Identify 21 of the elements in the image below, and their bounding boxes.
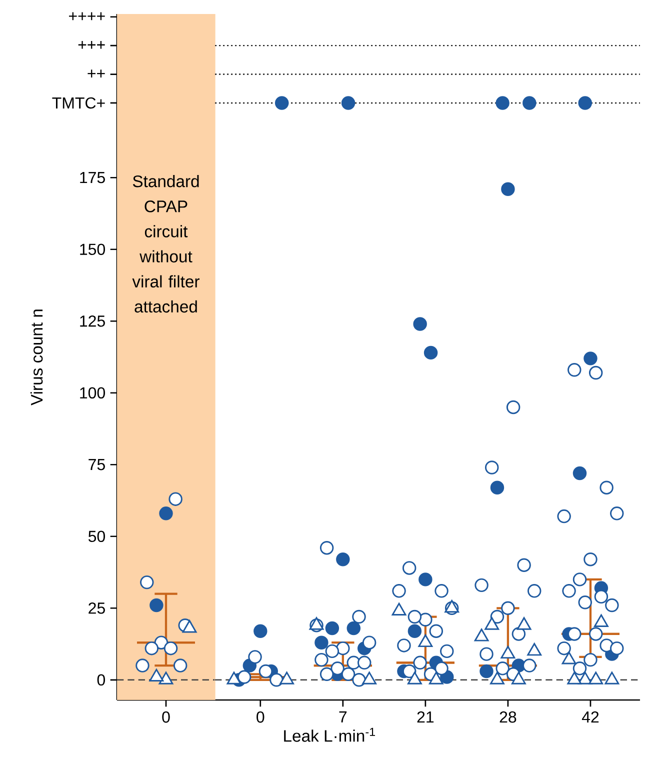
x-tick-label: 0 (162, 711, 170, 723)
y-tick-label: TMTC+ (52, 97, 105, 109)
x-tick-label: 21 (417, 711, 434, 723)
x-tick-label: 0 (256, 711, 264, 723)
y-axis-title: Virus count n (30, 310, 43, 406)
band-label: Standard CPAP circuit without viral filter attached (132, 174, 200, 313)
y-tick-label: 50 (88, 530, 105, 542)
y-tick-label: 125 (80, 315, 105, 327)
x-tick-label: 7 (339, 711, 347, 722)
y-tick-label: 100 (80, 387, 105, 399)
y-tick-label: 175 (80, 172, 105, 184)
y-tick-label: ++ (88, 70, 105, 78)
x-tick-label: 28 (500, 711, 516, 723)
x-tick-label: 42 (582, 711, 599, 723)
y-tick-label: ++++ (69, 12, 105, 20)
y-tick-label: 0 (97, 674, 106, 686)
y-tick-label: 25 (88, 602, 105, 614)
x-axis-title: Leak L·min$^{-1}$ (284, 728, 375, 742)
y-tick-label: 150 (80, 244, 105, 256)
y-tick-label: +++ (78, 40, 105, 49)
y-tick-label: 75 (88, 459, 105, 470)
